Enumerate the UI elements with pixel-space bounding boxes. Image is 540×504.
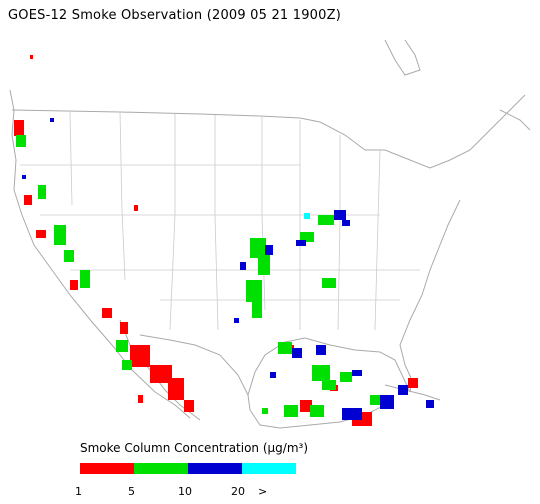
legend-bin-10-20 (188, 463, 242, 474)
legend-title: Smoke Column Concentration (μg/m³) (80, 441, 308, 455)
legend-bin-over-20 (242, 463, 296, 474)
map-title: GOES-12 Smoke Observation (2009 05 21 19… (8, 8, 341, 23)
legend-bin-5-10 (134, 463, 188, 474)
legend-tick-5: 5 (128, 485, 135, 498)
legend-tick-1: 1 (75, 485, 82, 498)
legend-tick-gt: > (258, 485, 268, 498)
legend-tick-20: 20 (231, 485, 245, 498)
country-borders (9, 39, 531, 429)
smoke-medium (16, 135, 382, 417)
legend-tick-10: 10 (178, 485, 192, 498)
legend-color-bar (80, 463, 296, 474)
smoke-very-high (304, 213, 310, 219)
smoke-high (22, 118, 434, 420)
legend-bin-1-5 (80, 463, 134, 474)
state-borders (20, 111, 420, 331)
